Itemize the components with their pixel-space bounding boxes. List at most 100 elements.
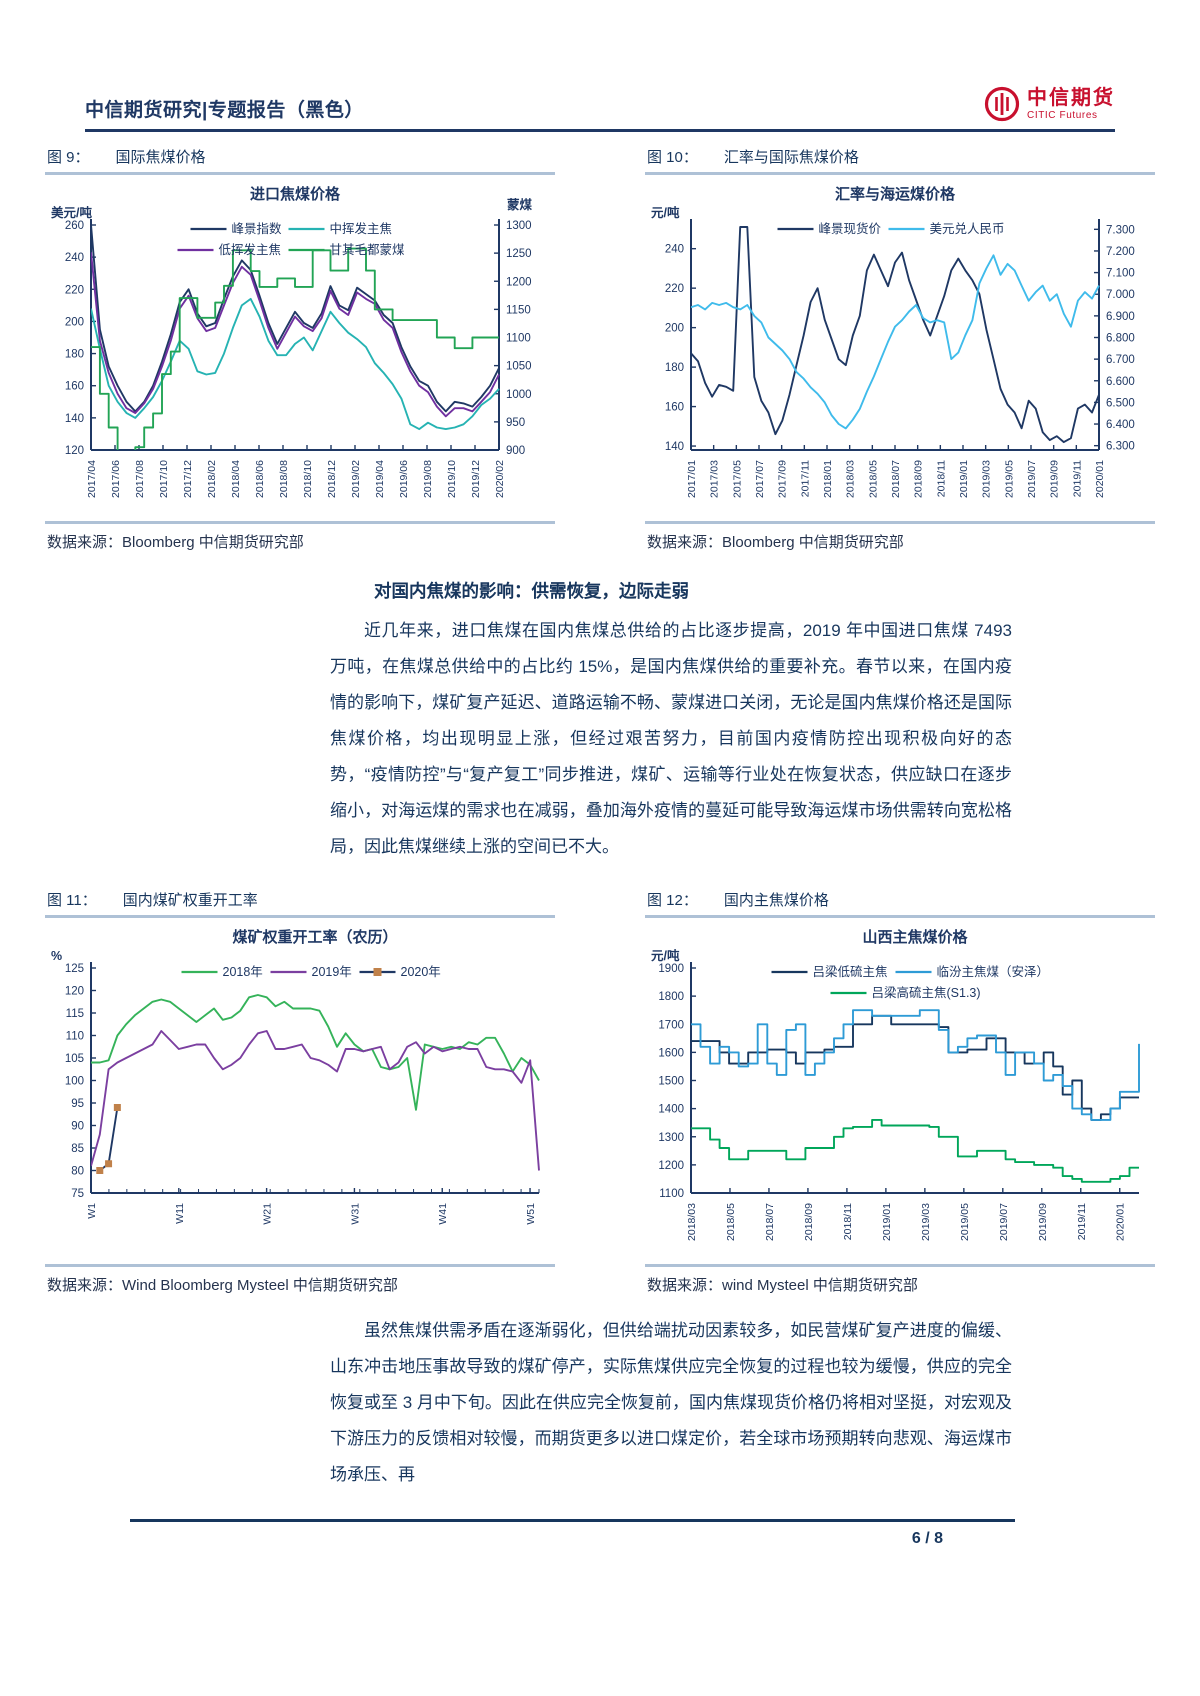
svg-text:90: 90	[71, 1121, 84, 1133]
svg-text:2018/05: 2018/05	[725, 1203, 737, 1241]
figure-10: 图 10： 汇率与国际焦煤价格 汇率与海运煤价格 元/吨 140 160 180 200 22…	[645, 144, 1155, 552]
text-block-1: 对国内焦煤的影响：供需恢复，边际走弱 近几年来，进口焦煤在国内焦煤总供给的占比逐…	[330, 578, 1012, 865]
svg-text:2019/11: 2019/11	[1076, 1203, 1088, 1240]
svg-text:甘其毛都蒙煤: 甘其毛都蒙煤	[330, 243, 406, 257]
svg-text:吕梁高硫主焦(S1.3): 吕梁高硫主焦(S1.3)	[872, 985, 981, 1000]
figure-10-number: 图 10：	[647, 149, 698, 166]
figure-12-caption: 图 12： 国内主焦煤价格	[645, 887, 1155, 915]
svg-text:2017/04: 2017/04	[86, 460, 98, 498]
svg-text:2017/06: 2017/06	[110, 460, 122, 498]
svg-text:1900: 1900	[658, 963, 684, 975]
svg-text:2019/07: 2019/07	[1026, 460, 1038, 498]
svg-text:900: 900	[506, 445, 525, 457]
svg-text:2017/01: 2017/01	[686, 460, 698, 498]
svg-text:6.700: 6.700	[1106, 354, 1135, 366]
svg-text:2017/09: 2017/09	[777, 460, 789, 498]
svg-text:2018/06: 2018/06	[254, 460, 266, 498]
svg-text:进口焦煤价格: 进口焦煤价格	[250, 185, 341, 203]
svg-text:1800: 1800	[658, 991, 684, 1003]
page-header: 中信期货研究|专题报告（黑色） 中信期货 CITIC Futures	[85, 86, 1115, 122]
svg-text:160: 160	[665, 402, 684, 414]
svg-text:2017/03: 2017/03	[709, 460, 721, 498]
figure-12-caption-rule	[645, 915, 1155, 918]
figure-11-caption: 图 11： 国内煤矿权重开工率	[45, 887, 555, 915]
figure-9-chart-box: 进口焦煤价格 美元/吨 蒙煤 120 140 160 180 200 220 240 260 900 9…	[45, 175, 555, 519]
svg-text:2018/03: 2018/03	[845, 460, 857, 498]
svg-text:2019/05: 2019/05	[959, 1203, 971, 1241]
svg-text:180: 180	[65, 349, 84, 361]
svg-text:中挥发主焦: 中挥发主焦	[330, 221, 393, 236]
figure-10-chart-box: 汇率与海运煤价格 元/吨 140 160 180 200 220 240 6.300 6.400 6…	[645, 175, 1155, 519]
svg-text:240: 240	[65, 252, 84, 264]
svg-text:1250: 1250	[506, 248, 532, 260]
svg-text:180: 180	[665, 362, 684, 374]
svg-text:1700: 1700	[658, 1019, 684, 1031]
svg-text:2020/01: 2020/01	[1115, 1203, 1127, 1241]
svg-text:峰景指数: 峰景指数	[232, 221, 283, 236]
svg-text:1100: 1100	[506, 333, 531, 345]
svg-text:2019/07: 2019/07	[998, 1203, 1010, 1241]
figure-10-title: 汇率与国际焦煤价格	[723, 149, 859, 166]
svg-text:山西主焦煤价格: 山西主焦煤价格	[862, 928, 968, 946]
svg-text:1000: 1000	[506, 389, 532, 401]
svg-text:2018/03: 2018/03	[686, 1203, 698, 1241]
svg-text:2017/11: 2017/11	[799, 460, 811, 497]
svg-text:2019/03: 2019/03	[920, 1203, 932, 1241]
figure-10-source: 数据来源：Bloomberg 中信期货研究部	[647, 534, 904, 551]
svg-text:2018/10: 2018/10	[302, 460, 314, 498]
section-heading: 对国内焦煤的影响：供需恢复，边际走弱	[374, 581, 689, 601]
svg-text:%: %	[51, 949, 62, 963]
svg-text:2018/01: 2018/01	[822, 460, 834, 498]
figure-9-source-rule	[45, 521, 555, 524]
svg-text:元/吨: 元/吨	[651, 948, 680, 963]
svg-text:1400: 1400	[658, 1104, 684, 1116]
svg-text:2017/07: 2017/07	[754, 460, 766, 498]
svg-text:2018/12: 2018/12	[326, 460, 338, 498]
svg-text:2018/07: 2018/07	[764, 1203, 776, 1241]
svg-text:1500: 1500	[658, 1076, 684, 1088]
svg-text:160: 160	[65, 381, 84, 393]
svg-text:1200: 1200	[658, 1160, 684, 1172]
svg-text:2020/01: 2020/01	[1094, 460, 1106, 498]
svg-text:2019/05: 2019/05	[1003, 460, 1015, 498]
svg-text:80: 80	[71, 1166, 84, 1178]
svg-text:2019/01: 2019/01	[881, 1203, 893, 1241]
svg-text:2018/11: 2018/11	[935, 460, 947, 497]
svg-text:煤矿权重开工率（农历）: 煤矿权重开工率（农历）	[232, 928, 397, 946]
svg-text:美元/吨: 美元/吨	[51, 205, 92, 220]
svg-text:2020年: 2020年	[401, 965, 441, 979]
svg-text:125: 125	[65, 963, 84, 975]
svg-text:W1: W1	[86, 1203, 98, 1219]
svg-text:140: 140	[65, 413, 84, 425]
svg-text:2019/09: 2019/09	[1037, 1203, 1049, 1241]
svg-text:2018/08: 2018/08	[278, 460, 290, 498]
svg-text:6.300: 6.300	[1106, 441, 1135, 453]
svg-text:2019/02: 2019/02	[350, 460, 362, 498]
citic-logo-icon	[984, 86, 1020, 122]
svg-text:6.400: 6.400	[1106, 419, 1135, 431]
svg-text:2019/11: 2019/11	[1071, 460, 1083, 497]
svg-text:汇率与海运煤价格: 汇率与海运煤价格	[835, 185, 956, 203]
svg-text:105: 105	[65, 1053, 84, 1065]
svg-text:2019/04: 2019/04	[374, 460, 386, 498]
svg-text:1050: 1050	[506, 361, 532, 373]
figure-11: 图 11： 国内煤矿权重开工率 煤矿权重开工率（农历）% 75 80 85 90 95 100…	[45, 887, 555, 1295]
svg-text:低挥发主焦: 低挥发主焦	[219, 242, 282, 257]
svg-text:2018/09: 2018/09	[913, 460, 925, 498]
paragraph-2: 虽然焦煤供需矛盾在逐渐弱化，但供给端扰动因素较多，如民营煤矿复产进度的偏缓、山东…	[330, 1321, 1012, 1484]
svg-text:临汾主焦煤（安泽）: 临汾主焦煤（安泽）	[937, 964, 1050, 979]
svg-text:2019/06: 2019/06	[398, 460, 410, 498]
svg-text:1600: 1600	[658, 1047, 684, 1059]
figure-9: 图 9： 国际焦煤价格 进口焦煤价格 美元/吨 蒙煤 120 140 160 180 200 22…	[45, 144, 555, 552]
header-rule	[85, 129, 1115, 132]
chart-mine-operating-rate: 煤矿权重开工率（农历）% 75 80 85 90 95 100 105 110 115 120 125…	[51, 928, 540, 1225]
svg-text:峰景现货价: 峰景现货价	[819, 221, 882, 236]
figure-9-source: 数据来源：Bloomberg 中信期货研究部	[47, 534, 304, 551]
figure-12-title: 国内主焦煤价格	[723, 892, 829, 909]
svg-text:1150: 1150	[506, 304, 531, 316]
figure-11-number: 图 11：	[47, 892, 97, 909]
svg-text:吕梁低硫主焦: 吕梁低硫主焦	[813, 964, 888, 979]
figure-12-source-rule	[645, 1264, 1155, 1267]
